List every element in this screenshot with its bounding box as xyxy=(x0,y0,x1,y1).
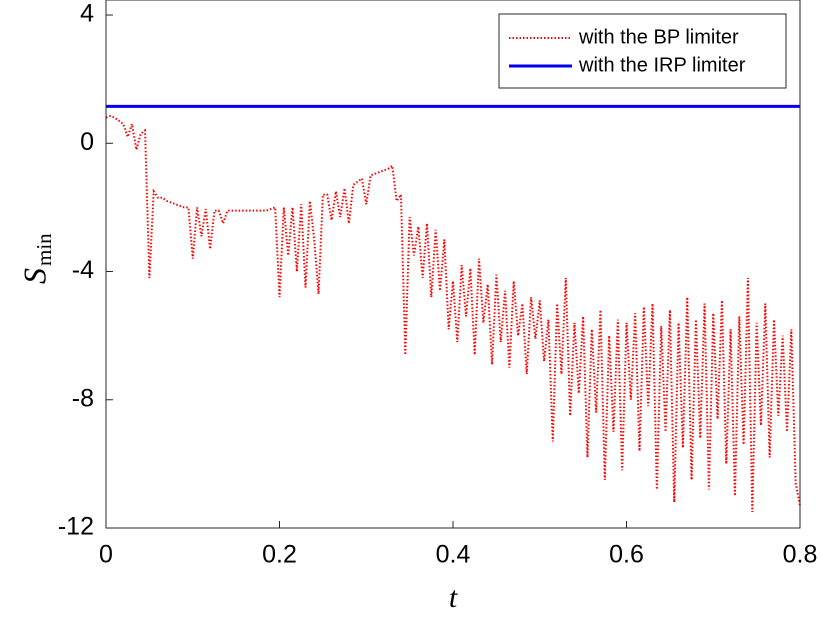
legend-label: with the IRP limiter xyxy=(578,54,746,76)
legend: with the BP limiter with the IRP limiter xyxy=(498,13,787,89)
y-tick-label: -12 xyxy=(58,513,94,541)
legend-label: with the BP limiter xyxy=(578,26,739,48)
legend-box xyxy=(498,13,787,89)
x-tick-label: 0.2 xyxy=(262,541,297,569)
y-tick-label: -8 xyxy=(72,384,94,412)
y-tick-label: 4 xyxy=(80,0,94,28)
y-axis-label: S min xyxy=(16,233,55,284)
y-axis-label-sub: min xyxy=(32,233,56,266)
y-tick-label: -4 xyxy=(72,256,94,284)
x-tick-label: 0.4 xyxy=(436,541,471,569)
x-axis-label: t xyxy=(449,581,458,613)
x-tick-label: 0.6 xyxy=(609,541,644,569)
y-axis-label-main: S xyxy=(16,268,52,284)
x-tick-label: 0.8 xyxy=(783,541,818,569)
x-tick-label: 0 xyxy=(99,541,113,569)
plot-area xyxy=(105,104,801,512)
y-tick-label: 0 xyxy=(80,128,94,156)
